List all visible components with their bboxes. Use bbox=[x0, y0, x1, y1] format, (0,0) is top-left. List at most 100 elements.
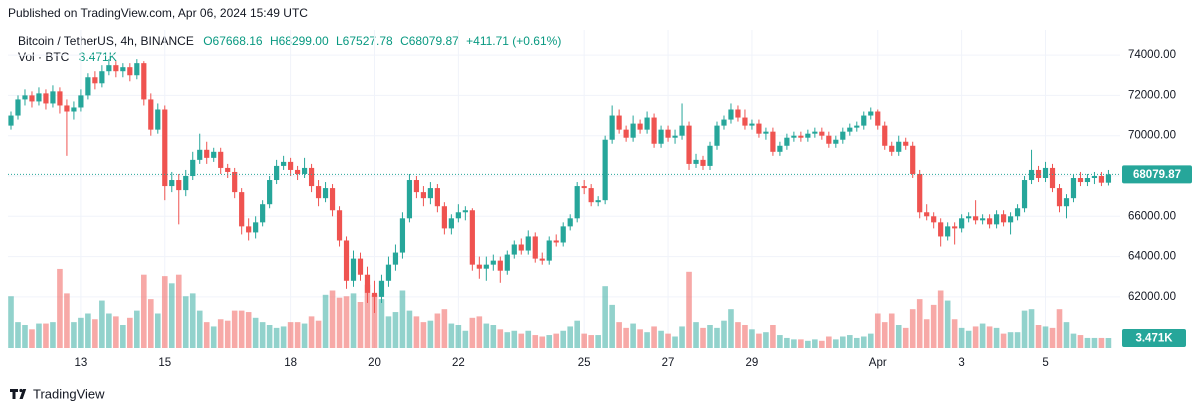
volume-bar bbox=[644, 332, 650, 348]
volume-bar bbox=[588, 335, 594, 348]
volume-bar bbox=[392, 312, 399, 348]
volume-bar bbox=[399, 290, 406, 348]
candle-body bbox=[672, 135, 678, 138]
volume-bar bbox=[1098, 337, 1105, 348]
volume-bar bbox=[420, 322, 427, 348]
candle-body bbox=[938, 222, 944, 237]
volume-bar bbox=[378, 299, 385, 348]
candle-body bbox=[357, 258, 364, 275]
candle-body bbox=[239, 192, 245, 227]
volume-bar bbox=[50, 322, 56, 348]
volume-bar bbox=[1049, 327, 1056, 348]
candle-body bbox=[225, 167, 231, 172]
candle-body bbox=[169, 180, 175, 187]
volume-bar bbox=[881, 322, 888, 348]
volume-bar bbox=[895, 325, 902, 348]
volume-bar bbox=[923, 319, 930, 348]
candle-body bbox=[861, 115, 867, 126]
volume-legend-value: 3.471K bbox=[79, 50, 117, 64]
volume-bar bbox=[273, 327, 280, 348]
candle-body bbox=[441, 206, 447, 229]
volume-bar bbox=[630, 323, 636, 348]
candle-body bbox=[329, 188, 336, 211]
candle-body bbox=[343, 240, 350, 281]
volume-bar bbox=[511, 330, 518, 348]
volume-bar bbox=[43, 323, 49, 348]
volume-bar bbox=[819, 340, 825, 348]
candle-body bbox=[833, 139, 839, 144]
volume-bar bbox=[301, 323, 308, 348]
volume-bar bbox=[287, 322, 294, 348]
volume-bar bbox=[721, 320, 727, 348]
volume-bar bbox=[1063, 322, 1070, 348]
volume-bar bbox=[986, 326, 993, 348]
candle-body bbox=[847, 127, 853, 132]
candle-body bbox=[364, 274, 371, 293]
volume-bar bbox=[777, 335, 783, 348]
candle-body bbox=[308, 167, 315, 187]
candle-body bbox=[36, 93, 42, 102]
candle-body bbox=[392, 252, 399, 265]
volume-bar bbox=[350, 293, 357, 348]
candle-body bbox=[462, 210, 468, 213]
candle-body bbox=[218, 151, 224, 168]
candle-body bbox=[1028, 169, 1035, 181]
candle-body bbox=[420, 192, 427, 199]
candle-body bbox=[1049, 167, 1056, 189]
volume-bar bbox=[252, 317, 259, 348]
candle-body bbox=[679, 125, 685, 136]
last-volume-box bbox=[1122, 329, 1186, 348]
candle-body bbox=[197, 149, 203, 160]
volume-bar bbox=[679, 326, 685, 348]
volume-bar bbox=[364, 284, 371, 348]
candle-body bbox=[595, 200, 601, 203]
candle-body bbox=[155, 109, 161, 130]
volume-bar bbox=[1056, 309, 1063, 348]
candle-body bbox=[183, 175, 189, 191]
candle-body bbox=[350, 258, 357, 281]
candle-body bbox=[511, 244, 517, 255]
y-tick-label: 62000.00 bbox=[1128, 291, 1176, 303]
volume-bar bbox=[168, 283, 175, 348]
candle-body bbox=[288, 161, 294, 170]
candle-body bbox=[260, 204, 266, 223]
volume-bar bbox=[840, 336, 846, 348]
candle-body bbox=[1070, 178, 1077, 199]
candle-body bbox=[980, 218, 986, 221]
volume-bar bbox=[916, 299, 923, 348]
candle-body bbox=[819, 131, 825, 136]
volume-bar bbox=[686, 271, 692, 348]
candle-body bbox=[1056, 188, 1063, 207]
volume-bar bbox=[336, 297, 343, 348]
candle-body bbox=[490, 260, 496, 265]
volume-bar bbox=[616, 322, 622, 348]
candle-body bbox=[232, 171, 238, 193]
candle-body bbox=[609, 115, 615, 140]
candle-body bbox=[190, 159, 196, 176]
candle-body bbox=[294, 169, 301, 174]
volume-bar bbox=[665, 333, 671, 348]
volume-bar bbox=[735, 322, 741, 348]
candle-body bbox=[973, 216, 979, 221]
candle-body bbox=[267, 180, 273, 205]
candle-body bbox=[85, 77, 91, 96]
volume-bar bbox=[427, 320, 434, 348]
volume-bar bbox=[8, 296, 14, 348]
y-tick-label: 72000.00 bbox=[1128, 89, 1176, 101]
candle-body bbox=[637, 123, 643, 130]
volume-bar bbox=[57, 268, 63, 348]
volume-bar bbox=[161, 276, 168, 348]
volume-bar bbox=[462, 330, 469, 348]
volume-legend: Vol · BTC 3.471K bbox=[18, 50, 117, 64]
candle-body bbox=[917, 173, 923, 213]
volume-bar bbox=[888, 313, 895, 348]
candle-body bbox=[707, 145, 713, 166]
axes: 62000.0064000.0066000.0068000.0070000.00… bbox=[8, 49, 1192, 369]
volume-bar bbox=[812, 339, 818, 348]
candle-body bbox=[518, 244, 524, 251]
candle-body bbox=[1084, 178, 1091, 183]
volume-bar bbox=[238, 310, 245, 348]
volume-bar bbox=[120, 325, 126, 348]
volume-bar bbox=[71, 322, 77, 348]
candle-body bbox=[127, 67, 133, 76]
